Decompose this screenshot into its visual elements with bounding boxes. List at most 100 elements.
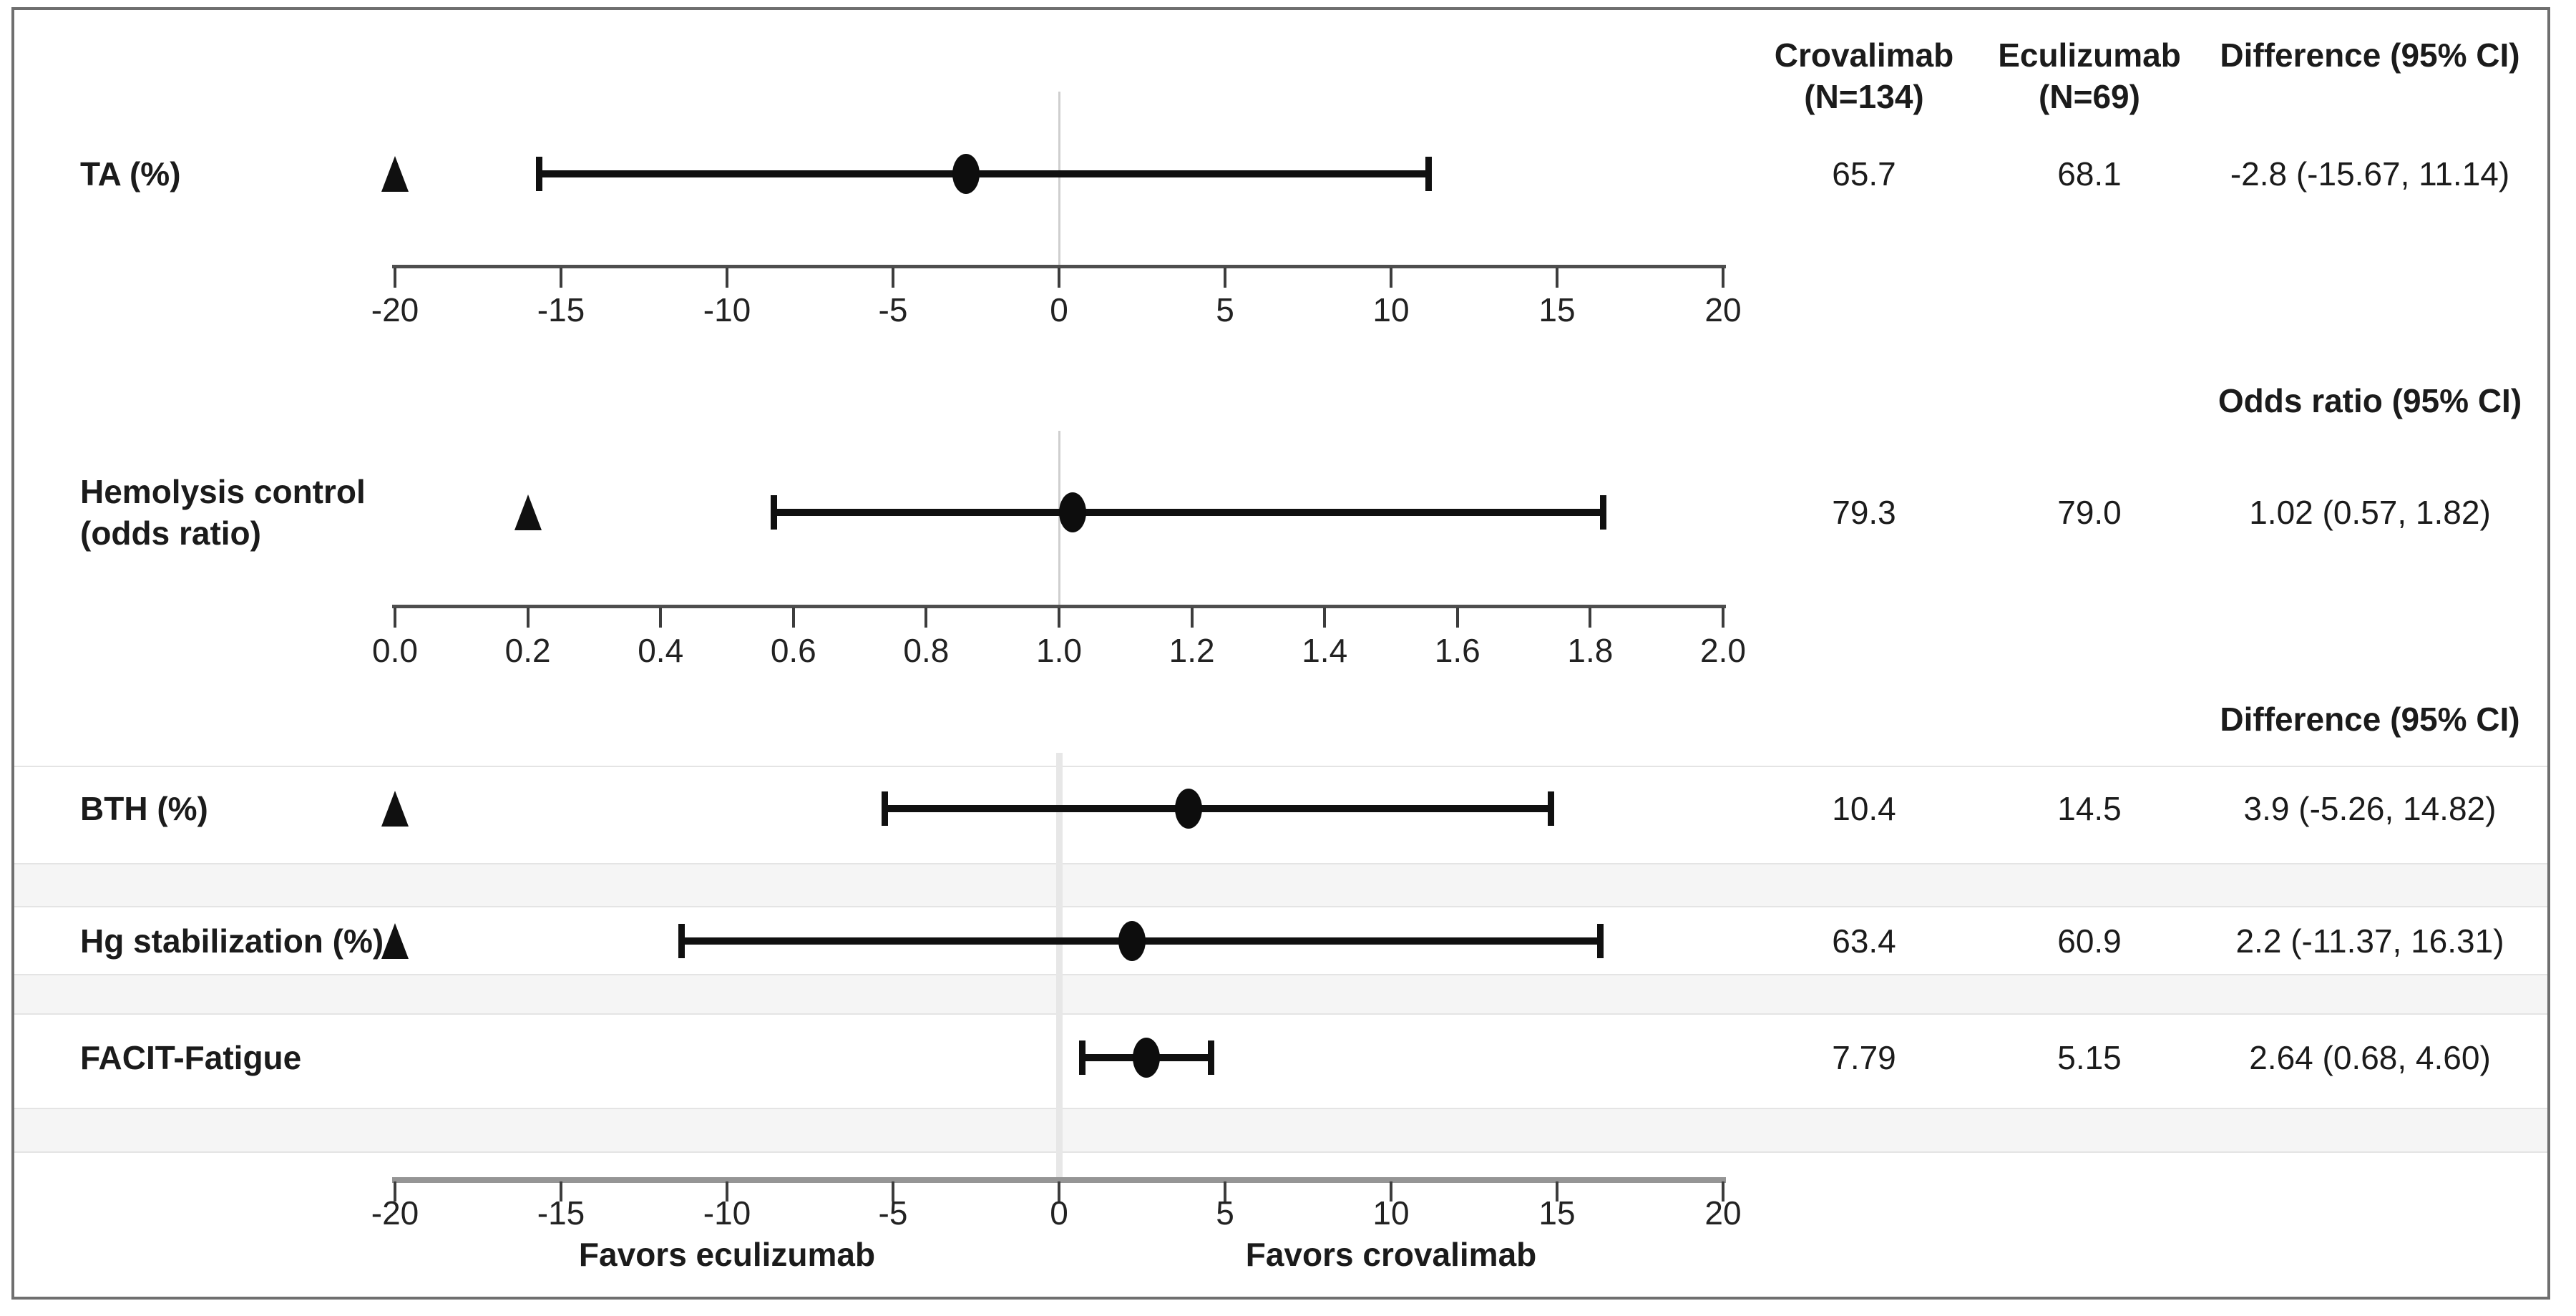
point-estimate-marker <box>1174 789 1202 829</box>
x-axis-tick <box>791 608 795 628</box>
ci-cap-low <box>535 157 542 191</box>
row-label-line: (odds ratio) <box>80 515 261 552</box>
column-header-line: (N=69) <box>2039 78 2140 115</box>
x-axis-tick-label: 10 <box>1372 291 1410 328</box>
x-axis-tick-label: 5 <box>1216 291 1234 328</box>
x-axis-tick-label: 0.4 <box>638 632 684 669</box>
column-header-line: (N=134) <box>1804 78 1924 115</box>
x-axis-tick <box>1722 1181 1724 1202</box>
x-axis-tick <box>1455 608 1459 628</box>
column-header-crovalimab: Crovalimab (N=134) <box>1775 34 1954 117</box>
cell-eculizumab: 68.1 <box>2057 155 2122 192</box>
x-axis-tick <box>659 608 663 628</box>
column-header-line: Eculizumab <box>1998 36 2181 74</box>
x-axis-tick-label: 15 <box>1538 1194 1576 1232</box>
x-axis-tick <box>394 268 396 288</box>
noninferiority-margin-triangle <box>514 494 542 530</box>
x-axis-tick <box>1058 608 1060 628</box>
ci-cap-high <box>1596 924 1604 958</box>
x-axis-tick-label: 1.8 <box>1567 632 1614 669</box>
ci-cap-low <box>881 791 888 826</box>
x-axis-tick-label: 1.4 <box>1302 632 1348 669</box>
ci-cap-low <box>678 924 686 958</box>
cell-eculizumab: 5.15 <box>2057 1039 2122 1076</box>
cell-effect: -2.8 (-15.67, 11.14) <box>2230 155 2510 192</box>
x-axis-tick-label: 5 <box>1216 1194 1234 1232</box>
x-axis-tick <box>1224 1181 1226 1202</box>
x-axis-tick <box>1390 268 1392 288</box>
ci-cap-low <box>1078 1040 1085 1075</box>
x-axis-tick <box>560 1181 562 1202</box>
row-label-line: Hemolysis control <box>80 473 366 510</box>
cell-eculizumab: 14.5 <box>2057 790 2122 827</box>
column-header-difference: Difference (95% CI) <box>2220 34 2519 76</box>
ci-cap-high <box>1208 1040 1215 1075</box>
row-label: Hg stabilization (%) <box>80 920 384 962</box>
row-label-line: Hg stabilization (%) <box>80 922 384 960</box>
ci-cap-high <box>1425 157 1432 191</box>
x-axis-tick <box>1722 608 1724 628</box>
x-axis-tick <box>526 608 530 628</box>
point-estimate-marker <box>1133 1038 1161 1078</box>
x-axis-tick <box>394 1181 396 1202</box>
row-label: FACIT-Fatigue <box>80 1037 301 1078</box>
confidence-interval-bar <box>538 170 1429 177</box>
x-axis-tick <box>1058 268 1060 288</box>
cell-crovalimab: 63.4 <box>1832 922 1896 960</box>
favors-left-label: Favors eculizumab <box>578 1236 876 1273</box>
noninferiority-margin-triangle <box>381 791 409 827</box>
cell-effect: 3.9 (-5.26, 14.82) <box>2243 790 2497 827</box>
confidence-interval-bar <box>884 805 1551 812</box>
column-header-line: Difference (95% CI) <box>2220 36 2520 74</box>
x-axis-tick-label: -5 <box>878 1194 908 1232</box>
cell-crovalimab: 65.7 <box>1832 155 1896 192</box>
x-axis-tick <box>726 1181 728 1202</box>
ci-cap-high <box>1599 495 1606 530</box>
x-axis-tick-label: -15 <box>537 1194 585 1232</box>
x-axis-tick-label: 0.2 <box>504 632 551 669</box>
x-axis-tick-label: -20 <box>371 1194 419 1232</box>
x-axis-tick <box>1589 608 1592 628</box>
cell-effect: 2.64 (0.68, 4.60) <box>2249 1039 2491 1076</box>
reference-line <box>1058 92 1060 265</box>
row-label: Hemolysis control (odds ratio) <box>80 471 366 554</box>
reference-line <box>1055 753 1063 1177</box>
x-axis-line <box>392 265 1726 268</box>
x-axis-tick-label: 1.0 <box>1036 632 1082 669</box>
point-estimate-marker <box>952 154 980 194</box>
cell-crovalimab: 79.3 <box>1832 494 1896 531</box>
x-axis-tick-label: -15 <box>537 291 585 328</box>
x-axis-tick <box>1390 1181 1392 1202</box>
x-axis-tick-label: 0.6 <box>770 632 816 669</box>
x-axis-tick <box>1556 268 1558 288</box>
x-axis-tick-label: -10 <box>703 291 751 328</box>
x-axis-tick-label: 0 <box>1050 291 1068 328</box>
x-axis-tick <box>394 608 396 628</box>
row-label-line: FACIT-Fatigue <box>80 1039 302 1076</box>
x-axis-tick <box>560 268 562 288</box>
figure-border <box>11 7 2550 1300</box>
confidence-interval-bar <box>773 509 1604 516</box>
x-axis-tick <box>726 268 728 288</box>
x-axis-tick-label: 0 <box>1050 1194 1068 1232</box>
x-axis-tick <box>1058 1181 1060 1202</box>
cell-eculizumab: 60.9 <box>2057 922 2122 960</box>
cell-crovalimab: 7.79 <box>1832 1039 1896 1076</box>
row-divider <box>14 766 2547 767</box>
ci-cap-low <box>770 495 777 530</box>
favors-right-label: Favors crovalimab <box>1245 1236 1537 1273</box>
row-label-line: BTH (%) <box>80 790 208 827</box>
x-axis-tick-label: 0.0 <box>372 632 418 669</box>
x-axis-tick-label: -10 <box>703 1194 751 1232</box>
x-axis-tick <box>1323 608 1327 628</box>
section-header-odds-ratio: Odds ratio (95% CI) <box>2218 382 2522 419</box>
row-label: TA (%) <box>80 153 181 195</box>
cell-eculizumab: 79.0 <box>2057 494 2122 531</box>
row-label: BTH (%) <box>80 788 208 829</box>
point-estimate-marker <box>1118 921 1146 961</box>
x-axis-tick-label: 1.2 <box>1169 632 1215 669</box>
x-axis-tick-label: 15 <box>1538 291 1576 328</box>
x-axis-tick-label: 20 <box>1704 291 1742 328</box>
noninferiority-margin-triangle <box>381 156 409 192</box>
row-label-line: TA (%) <box>80 155 181 192</box>
